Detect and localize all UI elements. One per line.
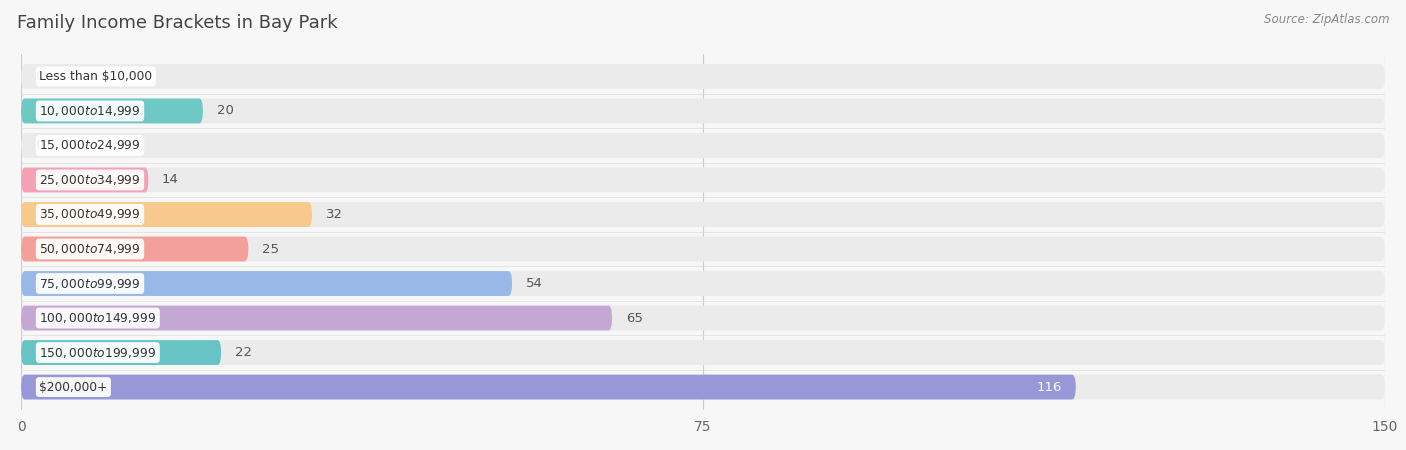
- Text: Less than $10,000: Less than $10,000: [39, 70, 152, 83]
- FancyBboxPatch shape: [21, 271, 1385, 296]
- Text: Family Income Brackets in Bay Park: Family Income Brackets in Bay Park: [17, 14, 337, 32]
- Text: $75,000 to $99,999: $75,000 to $99,999: [39, 276, 141, 291]
- FancyBboxPatch shape: [21, 99, 1385, 123]
- FancyBboxPatch shape: [21, 167, 1385, 193]
- Text: 116: 116: [1036, 381, 1062, 394]
- Text: 14: 14: [162, 174, 179, 186]
- FancyBboxPatch shape: [21, 202, 1385, 227]
- Text: 25: 25: [262, 243, 278, 256]
- FancyBboxPatch shape: [21, 340, 1385, 365]
- FancyBboxPatch shape: [21, 237, 249, 261]
- Text: 22: 22: [235, 346, 252, 359]
- FancyBboxPatch shape: [21, 237, 1385, 261]
- Text: 32: 32: [326, 208, 343, 221]
- FancyBboxPatch shape: [21, 306, 612, 330]
- Text: Source: ZipAtlas.com: Source: ZipAtlas.com: [1264, 14, 1389, 27]
- Text: $50,000 to $74,999: $50,000 to $74,999: [39, 242, 141, 256]
- Text: $35,000 to $49,999: $35,000 to $49,999: [39, 207, 141, 221]
- FancyBboxPatch shape: [21, 167, 149, 193]
- Text: 0: 0: [35, 139, 44, 152]
- Text: $100,000 to $149,999: $100,000 to $149,999: [39, 311, 156, 325]
- Text: 65: 65: [626, 311, 643, 324]
- Text: 20: 20: [217, 104, 233, 117]
- FancyBboxPatch shape: [21, 64, 1385, 89]
- FancyBboxPatch shape: [21, 340, 221, 365]
- Text: $25,000 to $34,999: $25,000 to $34,999: [39, 173, 141, 187]
- FancyBboxPatch shape: [21, 271, 512, 296]
- Text: $150,000 to $199,999: $150,000 to $199,999: [39, 346, 156, 360]
- Text: $10,000 to $14,999: $10,000 to $14,999: [39, 104, 141, 118]
- FancyBboxPatch shape: [21, 202, 312, 227]
- FancyBboxPatch shape: [21, 375, 1385, 400]
- Text: $15,000 to $24,999: $15,000 to $24,999: [39, 139, 141, 153]
- FancyBboxPatch shape: [21, 133, 1385, 158]
- Text: 54: 54: [526, 277, 543, 290]
- FancyBboxPatch shape: [21, 306, 1385, 330]
- FancyBboxPatch shape: [21, 99, 202, 123]
- Text: 0: 0: [35, 70, 44, 83]
- FancyBboxPatch shape: [21, 375, 1076, 400]
- Text: $200,000+: $200,000+: [39, 381, 107, 394]
